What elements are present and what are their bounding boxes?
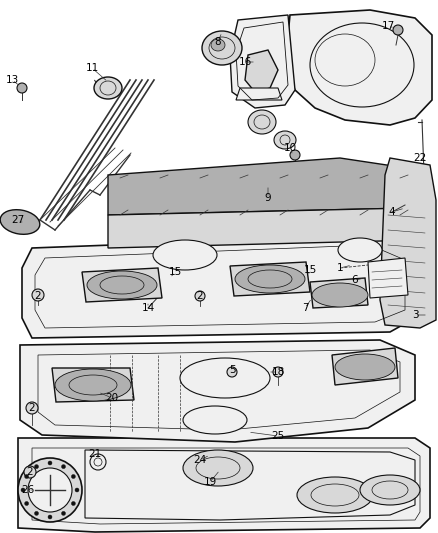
Ellipse shape [312, 283, 368, 307]
Ellipse shape [153, 240, 217, 270]
Text: 2: 2 [28, 403, 35, 413]
Text: 3: 3 [412, 310, 418, 320]
Ellipse shape [183, 406, 247, 434]
Circle shape [26, 402, 38, 414]
Text: 20: 20 [106, 393, 119, 403]
Ellipse shape [360, 475, 420, 505]
Text: 26: 26 [21, 485, 35, 495]
Polygon shape [310, 278, 368, 308]
Text: 5: 5 [229, 365, 235, 375]
Circle shape [61, 511, 66, 515]
Circle shape [90, 454, 106, 470]
Text: 14: 14 [141, 303, 155, 313]
Ellipse shape [55, 369, 131, 401]
Text: 6: 6 [352, 275, 358, 285]
Ellipse shape [211, 39, 225, 51]
Polygon shape [380, 158, 436, 328]
Text: 18: 18 [272, 367, 285, 377]
Circle shape [393, 25, 403, 35]
Polygon shape [82, 268, 162, 302]
Polygon shape [108, 208, 420, 248]
Ellipse shape [335, 354, 395, 380]
Circle shape [227, 367, 237, 377]
Text: 4: 4 [389, 207, 396, 217]
Circle shape [71, 502, 75, 505]
Text: 15: 15 [304, 265, 317, 275]
Polygon shape [108, 158, 420, 215]
Ellipse shape [183, 450, 253, 486]
Circle shape [273, 367, 283, 377]
Polygon shape [18, 438, 430, 532]
Polygon shape [245, 50, 278, 92]
Circle shape [25, 474, 28, 479]
Ellipse shape [235, 265, 305, 293]
Polygon shape [230, 15, 295, 108]
Text: 25: 25 [272, 431, 285, 441]
Polygon shape [20, 340, 415, 442]
Ellipse shape [94, 77, 122, 99]
Text: 7: 7 [302, 303, 308, 313]
Circle shape [195, 291, 205, 301]
Ellipse shape [248, 110, 276, 134]
Circle shape [25, 502, 28, 505]
Circle shape [48, 515, 52, 519]
Ellipse shape [0, 209, 40, 235]
Text: 15: 15 [168, 267, 182, 277]
Polygon shape [332, 348, 398, 385]
Polygon shape [236, 88, 282, 100]
Text: 10: 10 [283, 143, 297, 153]
Text: 1: 1 [337, 263, 343, 273]
Circle shape [18, 458, 82, 522]
Ellipse shape [202, 31, 242, 65]
Circle shape [24, 466, 36, 478]
Circle shape [35, 511, 39, 515]
Circle shape [17, 83, 27, 93]
Circle shape [48, 461, 52, 465]
Text: 19: 19 [203, 477, 217, 487]
Text: 13: 13 [5, 75, 19, 85]
Circle shape [290, 150, 300, 160]
Text: 27: 27 [11, 215, 25, 225]
Polygon shape [22, 235, 415, 338]
Polygon shape [52, 368, 134, 402]
Circle shape [61, 465, 66, 469]
Ellipse shape [274, 131, 296, 149]
Text: 17: 17 [381, 21, 395, 31]
Circle shape [32, 289, 44, 301]
Text: 21: 21 [88, 449, 102, 459]
Circle shape [28, 468, 72, 512]
Polygon shape [285, 10, 432, 125]
Circle shape [35, 465, 39, 469]
Text: 9: 9 [265, 193, 271, 203]
Circle shape [71, 474, 75, 479]
Text: 2: 2 [197, 291, 203, 301]
Text: 22: 22 [413, 153, 427, 163]
Ellipse shape [338, 238, 382, 262]
Ellipse shape [297, 477, 373, 513]
Ellipse shape [87, 271, 157, 299]
Ellipse shape [180, 358, 270, 398]
Text: 24: 24 [193, 455, 207, 465]
Circle shape [21, 488, 25, 492]
Text: 16: 16 [238, 57, 251, 67]
Circle shape [75, 488, 79, 492]
Polygon shape [368, 258, 408, 298]
Text: 11: 11 [85, 63, 99, 73]
Text: 8: 8 [215, 37, 221, 47]
Text: 2: 2 [27, 467, 33, 477]
Polygon shape [230, 262, 310, 296]
Text: 2: 2 [35, 291, 41, 301]
